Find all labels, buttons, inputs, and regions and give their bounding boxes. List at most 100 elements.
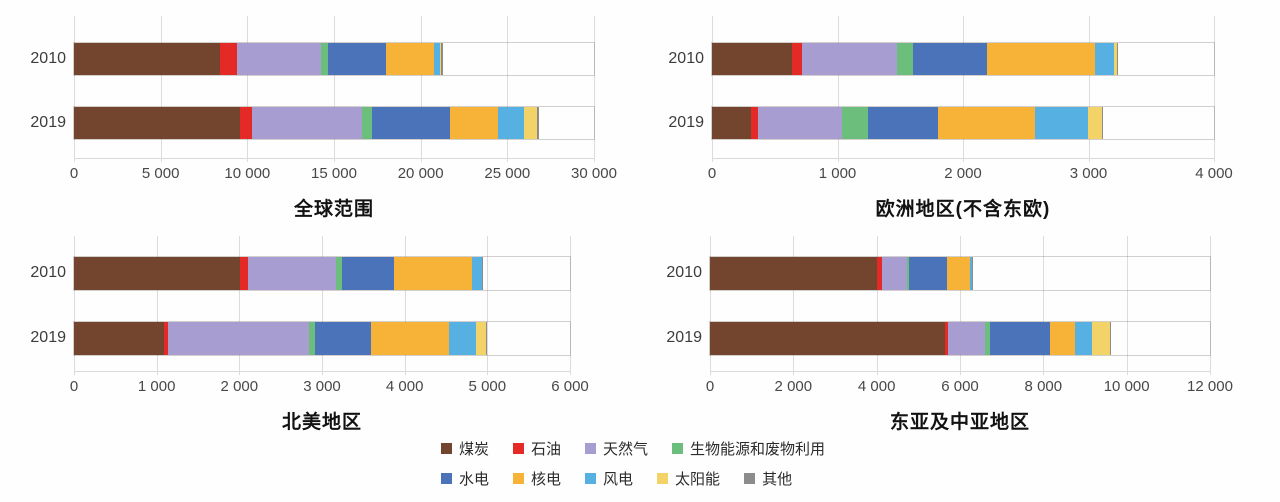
- bar-segment-生物能源和废物利用: [308, 322, 316, 355]
- bar-segment-核电: [450, 107, 499, 139]
- plot-area: 2010 2019: [668, 16, 1215, 162]
- y-axis-label: 2010: [666, 264, 702, 281]
- bar-segment-其他: [1101, 107, 1104, 139]
- bar-segment-风电: [970, 257, 973, 290]
- bar-segment-天然气: [758, 107, 843, 139]
- gridline: [1214, 16, 1215, 162]
- x-tick-label: 8 000: [1024, 378, 1063, 395]
- bar-segment-生物能源和废物利用: [362, 107, 373, 139]
- legend-item: 水电: [441, 468, 489, 489]
- chart-title: 北美地区: [281, 412, 362, 433]
- stacked-bar-2010: [74, 257, 570, 290]
- gridline: [963, 16, 964, 162]
- legend-item: 生物能源和废物利用: [672, 438, 825, 459]
- legend-item: 天然气: [585, 438, 648, 459]
- gridline: [837, 16, 839, 162]
- bar-segment-风电: [1035, 107, 1088, 139]
- bar-segment-其他: [440, 43, 444, 75]
- bar-segment-天然气: [947, 322, 985, 355]
- gridline: [74, 236, 75, 375]
- x-tick-label: 0: [707, 165, 717, 182]
- gridline: [247, 16, 249, 162]
- chart-title: 东亚及中亚地区: [889, 412, 1030, 433]
- x-tick-label: 2 000: [944, 165, 982, 182]
- bar-segment-风电: [1095, 43, 1115, 75]
- bar-segment-水电: [341, 257, 394, 290]
- legend-item: 太阳能: [657, 468, 720, 489]
- gridline: [594, 16, 595, 162]
- legend-item: 煤炭: [441, 438, 489, 459]
- bar-segment-煤炭: [710, 257, 877, 290]
- bar-segment-风电: [498, 107, 525, 139]
- x-tick-label: 15 000: [311, 165, 357, 182]
- bar-segment-核电: [1049, 322, 1076, 355]
- bar-segment-石油: [792, 43, 802, 75]
- bar-segment-风电: [472, 257, 482, 290]
- chart-title: 欧洲地区(不含东欧): [875, 199, 1051, 220]
- x-tick-label: 2 000: [220, 378, 259, 395]
- bar-segment-太阳能: [1114, 43, 1117, 75]
- gridline: [710, 236, 711, 375]
- bar-segment-生物能源和废物利用: [321, 43, 328, 75]
- chart-global: 2010 2019 0 5 000 10 000 15 000 20 000 25 000 3…: [0, 16, 617, 221]
- x-tick-label: 2 000: [774, 378, 813, 395]
- bar-segment-核电: [937, 107, 1036, 139]
- y-axis-label: 2010: [668, 50, 704, 67]
- gridline: [793, 236, 795, 375]
- bar-segment-天然气: [236, 43, 322, 75]
- gridline: [487, 236, 489, 375]
- bar-segment-水电: [990, 322, 1050, 355]
- legend: 煤炭 石油 天然气 生物能源和废物利用水电 核电 风电 太阳能 其他: [441, 438, 825, 498]
- chart-east-asia: 2010 2019 0 2 000 4 000 6 000 8 000 10 000 12 0…: [640, 236, 1233, 434]
- bar-segment-生物能源和废物利用: [336, 257, 342, 290]
- bar-segment-石油: [240, 257, 248, 290]
- bar-segment-石油: [220, 43, 237, 75]
- bar-segment-核电: [947, 257, 971, 290]
- x-tick-label: 0: [705, 378, 715, 395]
- x-tick-label: 3 000: [303, 378, 341, 395]
- bar-segment-核电: [393, 257, 473, 290]
- legend-label: 核电: [531, 471, 562, 488]
- bar-segment-天然气: [801, 43, 898, 75]
- y-axis-label: 2019: [30, 114, 66, 131]
- legend-item: 石油: [513, 438, 561, 459]
- bar-segment-煤炭: [74, 257, 241, 290]
- legend-item: 风电: [585, 468, 633, 489]
- stacked-bar-2010: [74, 43, 594, 75]
- stacked-bar-2019: [74, 107, 594, 139]
- x-tick-label: 4 000: [857, 378, 896, 395]
- gridline: [239, 236, 241, 375]
- y-axis-label: 2010: [30, 50, 66, 67]
- bar-segment-其他: [536, 107, 540, 139]
- x-axis: 0 1 000 2 000 3 000 4 000: [708, 165, 1233, 185]
- bar-segment-其他: [1116, 43, 1118, 75]
- bar-segment-生物能源和废物利用: [897, 43, 914, 75]
- legend-swatch-icon: [657, 473, 669, 484]
- stacked-bar-2019: [710, 322, 1210, 355]
- legend-item: 核电: [513, 468, 561, 489]
- legend-label: 其他: [762, 471, 793, 488]
- bar-segment-生物能源和废物利用: [984, 322, 991, 355]
- x-axis: 0 2 000 4 000 6 000 8 000 10 000 12 000: [706, 378, 1233, 398]
- gridline: [1043, 236, 1045, 375]
- legend-item: 其他: [744, 468, 792, 489]
- gridline: [160, 16, 162, 162]
- gridline: [404, 236, 406, 375]
- bar-segment-天然气: [252, 107, 363, 139]
- gridline: [1088, 16, 1090, 162]
- bar-segment-水电: [315, 322, 371, 355]
- x-axis: 0 1 000 2 000 3 000 4 000 5 000 6 000: [70, 378, 589, 398]
- y-axis-label: 2019: [30, 329, 66, 346]
- legend-row: 煤炭 石油 天然气 生物能源和废物利用: [441, 438, 825, 459]
- bar-segment-水电: [913, 43, 988, 75]
- bar-segment-煤炭: [74, 107, 241, 139]
- x-tick-label: 1 000: [818, 165, 857, 182]
- bar-segment-天然气: [168, 322, 309, 355]
- x-tick-label: 4 000: [385, 378, 424, 395]
- y-axis-label: 2019: [666, 329, 702, 346]
- plot-area: 2010 2019: [30, 236, 571, 375]
- legend-row: 水电 核电 风电 太阳能 其他: [441, 468, 825, 489]
- bar-segment-核电: [987, 43, 1096, 75]
- x-tick-label: 6 000: [941, 378, 979, 395]
- legend-label: 煤炭: [459, 441, 490, 458]
